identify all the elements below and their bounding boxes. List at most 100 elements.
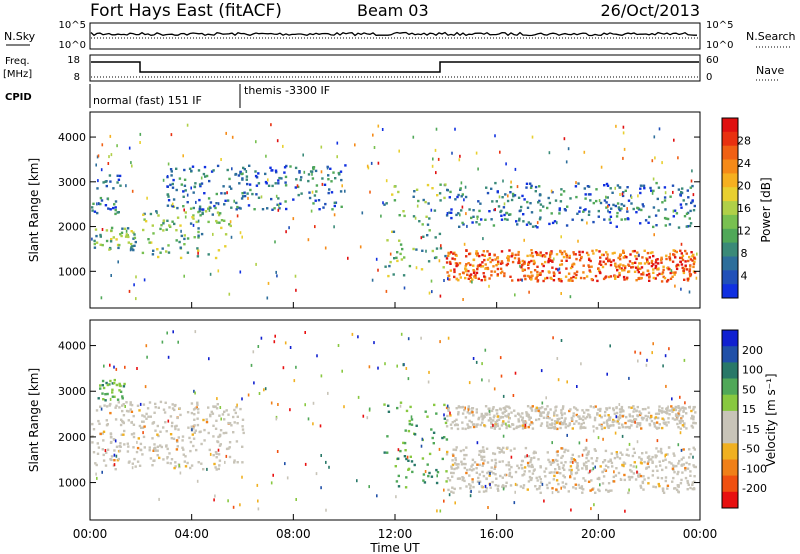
- heatmap-cell: [475, 252, 478, 255]
- heatmap-cell: [102, 181, 105, 184]
- heatmap-cell: [525, 223, 529, 226]
- heatmap-cell: [660, 477, 664, 480]
- heatmap-cell: [647, 272, 651, 276]
- heatmap-cell: [513, 194, 517, 197]
- heatmap-cell: [189, 222, 193, 225]
- heatmap-cell: [209, 206, 212, 210]
- heatmap-cell: [503, 410, 506, 413]
- heatmap-cell: [656, 197, 659, 201]
- heatmap-cell: [673, 418, 676, 421]
- heatmap-cell: [652, 268, 655, 271]
- heatmap-cell: [671, 184, 675, 187]
- heatmap-cell: [539, 251, 542, 254]
- heatmap-cell: [641, 203, 644, 206]
- heatmap-cell: [647, 460, 650, 463]
- heatmap-cell: [680, 464, 683, 467]
- heatmap-cell: [539, 203, 543, 206]
- heatmap-cell: [444, 254, 447, 258]
- heatmap-cell: [327, 191, 330, 195]
- heatmap-cell: [138, 464, 142, 467]
- heatmap-cell: [410, 418, 414, 421]
- heatmap-cell: [377, 124, 380, 128]
- heatmap-cell: [612, 407, 615, 410]
- heatmap-cell: [607, 275, 611, 279]
- heatmap-cell: [564, 209, 567, 212]
- heatmap-cell: [96, 202, 98, 206]
- heatmap-cell: [154, 446, 157, 450]
- heatmap-cell: [659, 258, 663, 262]
- heatmap-cell: [482, 414, 485, 418]
- heatmap-cell: [212, 454, 215, 457]
- heatmap-cell: [452, 454, 455, 457]
- heatmap-cell: [459, 187, 462, 190]
- heatmap-cell: [454, 457, 457, 460]
- heatmap-cell: [194, 330, 197, 334]
- heatmap-cell: [665, 257, 668, 261]
- heatmap-cell: [514, 253, 517, 257]
- heatmap-cell: [550, 471, 553, 474]
- heatmap-cell: [571, 418, 574, 421]
- heatmap-cell: [239, 503, 241, 507]
- heatmap-cell: [606, 196, 609, 199]
- heatmap-cell: [647, 406, 650, 409]
- heatmap-cell: [617, 422, 621, 425]
- heatmap-cell: [447, 409, 450, 412]
- heatmap-cell: [100, 168, 103, 172]
- heatmap-cell: [327, 174, 330, 177]
- heatmap-cell: [471, 463, 474, 466]
- heatmap-cell: [604, 464, 608, 467]
- heatmap-cell: [106, 448, 110, 451]
- heatmap-cell: [424, 200, 427, 204]
- heatmap-cell: [461, 193, 464, 196]
- heatmap-cell: [466, 411, 469, 414]
- heatmap-cell: [165, 228, 168, 231]
- heatmap-cell: [453, 467, 456, 471]
- heatmap-cell: [393, 257, 396, 260]
- heatmap-cell: [214, 256, 218, 260]
- heatmap-cell: [91, 422, 94, 426]
- heatmap-cell: [190, 425, 193, 428]
- heatmap-cell: [393, 185, 396, 188]
- heatmap-cell: [236, 415, 239, 418]
- heatmap-cell: [688, 456, 691, 459]
- colorbar-swatch: [722, 242, 738, 257]
- heatmap-cell: [158, 497, 160, 501]
- heatmap-cell: [549, 463, 553, 466]
- heatmap-cell: [605, 195, 607, 199]
- heatmap-cell: [402, 441, 405, 445]
- heatmap-cell: [598, 423, 601, 426]
- heatmap-cell: [216, 164, 220, 168]
- heatmap-cell: [312, 166, 316, 169]
- heatmap-cell: [591, 488, 594, 491]
- heatmap-cell: [671, 417, 675, 420]
- heatmap-cell: [571, 265, 574, 268]
- heatmap-cell: [171, 407, 175, 410]
- heatmap-cell: [467, 277, 470, 280]
- heatmap-cell: [166, 331, 168, 335]
- heatmap-cell: [105, 184, 108, 188]
- heatmap-cell: [692, 418, 695, 421]
- heatmap-cell: [588, 210, 591, 213]
- heatmap-cell: [585, 467, 588, 470]
- heatmap-cell: [644, 414, 647, 418]
- heatmap-cell: [413, 463, 416, 467]
- heatmap-cell: [344, 189, 346, 193]
- heatmap-cell: [639, 351, 642, 355]
- heatmap-cell: [666, 484, 670, 487]
- heatmap-cell: [117, 260, 119, 264]
- heatmap-cell: [197, 234, 200, 237]
- heatmap-cell: [183, 234, 186, 237]
- heatmap-cell: [280, 177, 283, 180]
- heatmap-cell: [550, 212, 553, 215]
- heatmap-cell: [630, 406, 633, 409]
- heatmap-cell: [455, 407, 458, 410]
- heatmap-cell: [614, 186, 616, 190]
- heatmap-cell: [611, 252, 614, 255]
- heatmap-cell: [491, 480, 494, 484]
- heatmap-cell: [383, 403, 386, 406]
- heatmap-cell: [110, 226, 114, 230]
- heatmap-cell: [267, 178, 269, 182]
- heatmap-cell: [612, 475, 615, 479]
- heatmap-cell: [472, 357, 475, 360]
- heatmap-cell: [416, 204, 419, 208]
